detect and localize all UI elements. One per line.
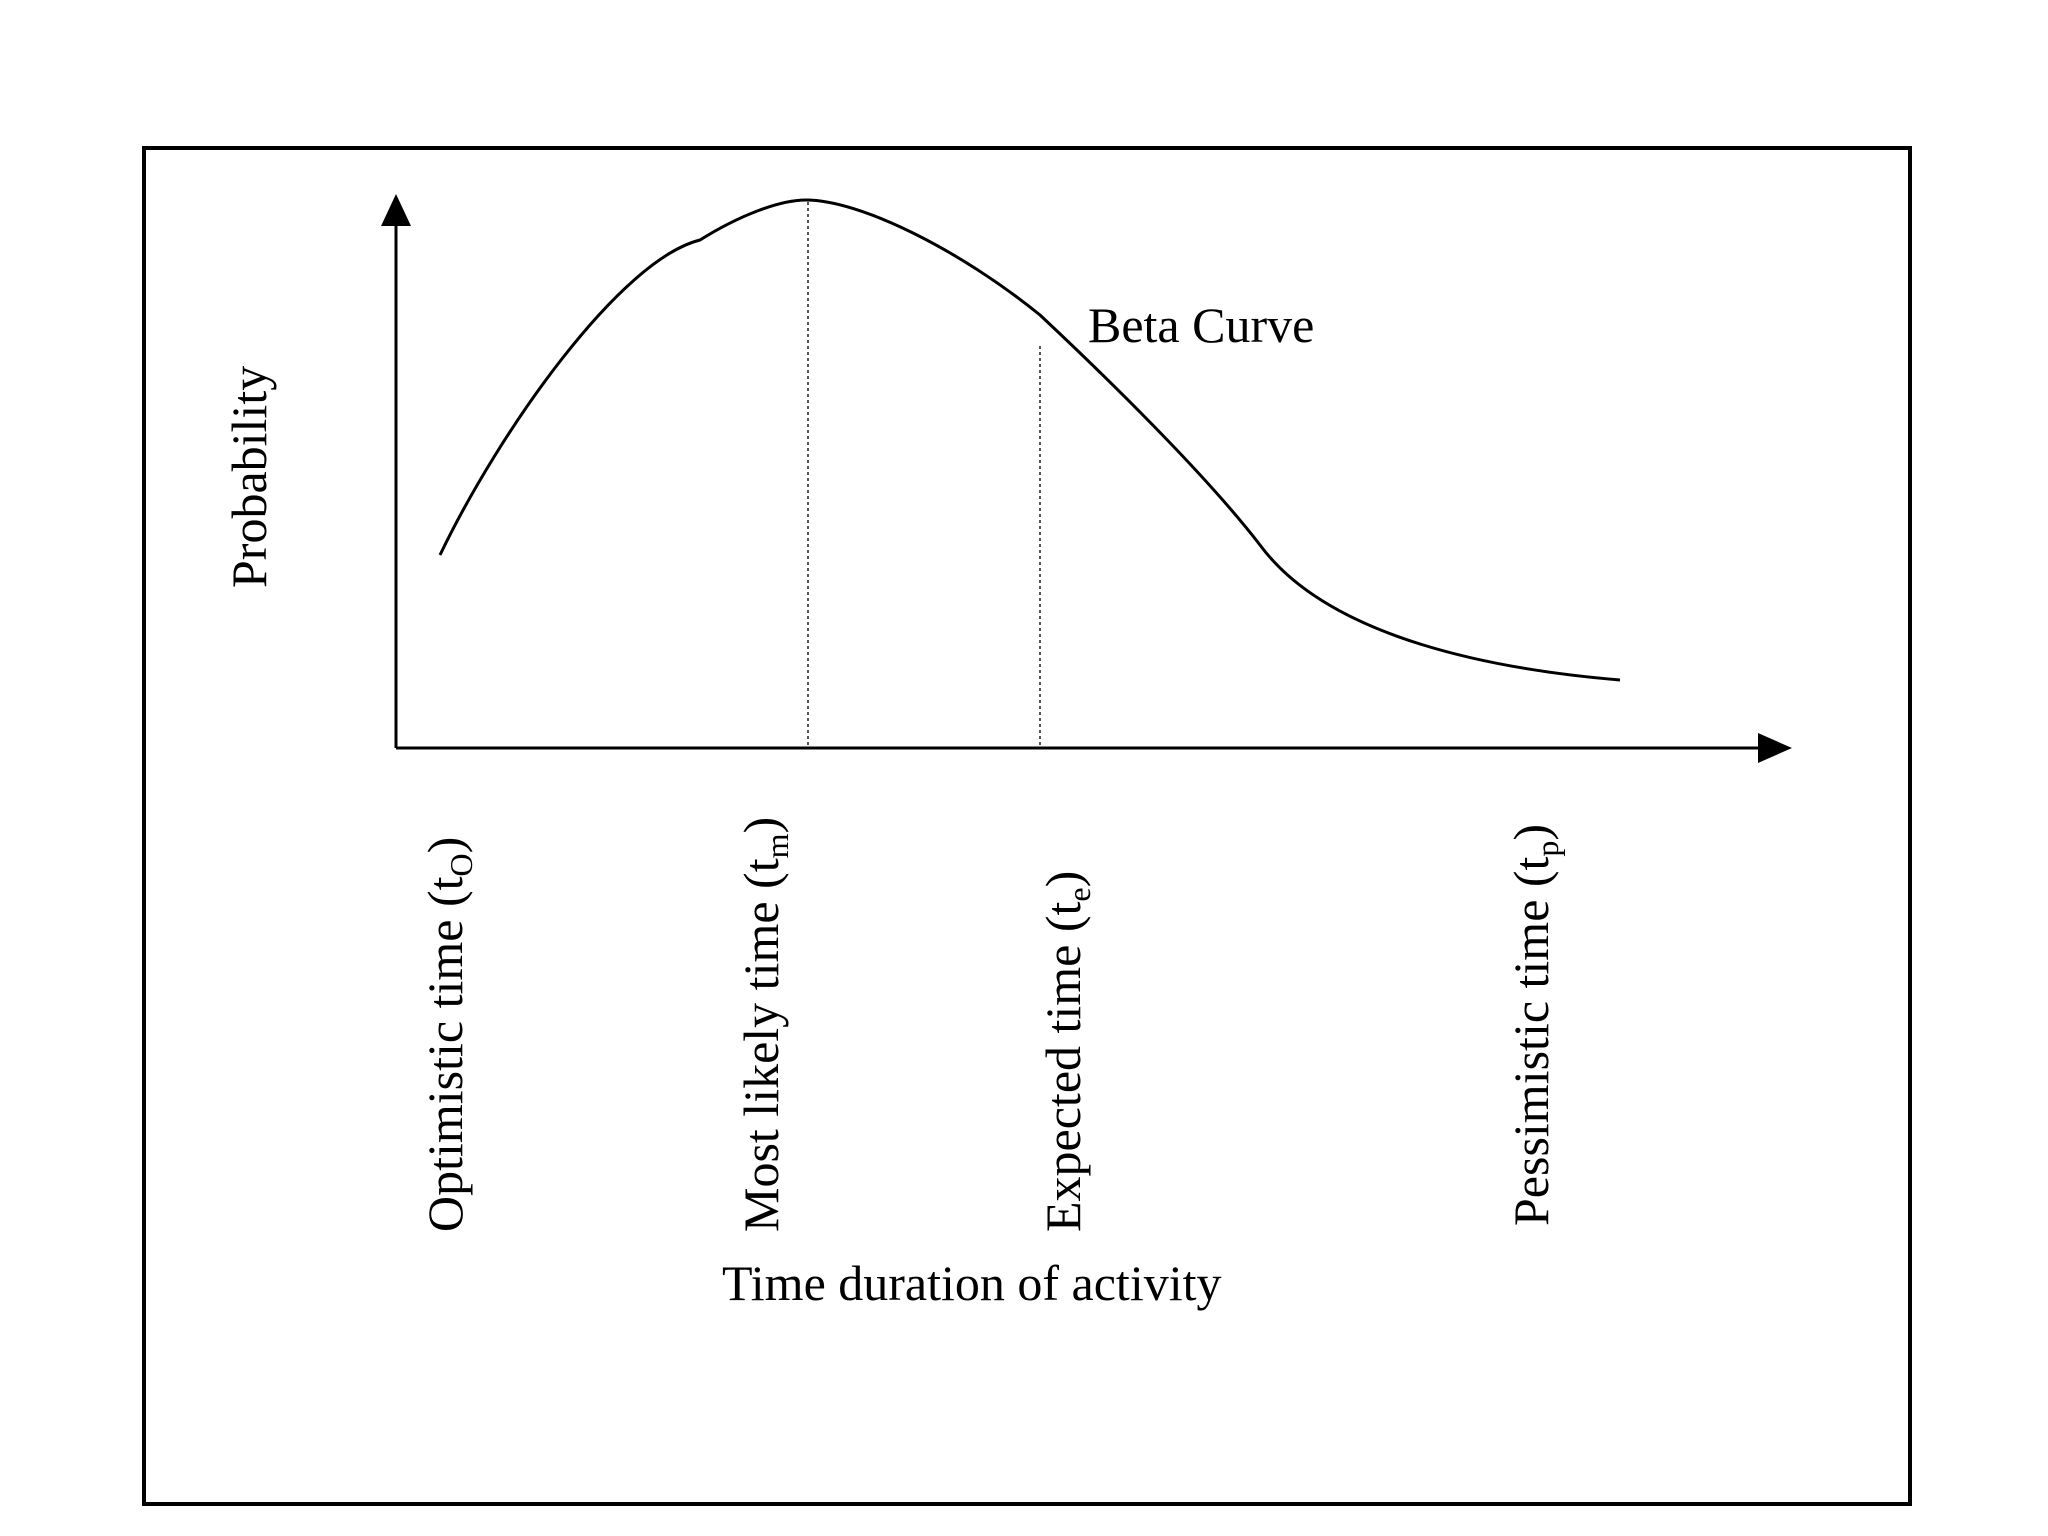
expected-time-label: Expected time (te) — [1035, 871, 1097, 1232]
most-likely-time-label: Most likely time (tm) — [733, 817, 795, 1232]
optimistic-time-label: Optimistic time (tO) — [417, 837, 479, 1232]
x-axis-arrowhead — [1758, 733, 1792, 763]
y-axis-arrowhead — [381, 194, 411, 226]
pessimistic-time-label: Pessimistic time (tp) — [1503, 824, 1565, 1226]
diagram-frame — [142, 146, 1912, 1506]
y-axis-label: Probability — [221, 366, 277, 588]
x-axis-label: Time duration of activity — [722, 1255, 1222, 1311]
beta-curve — [438, 198, 1621, 682]
curve-label: Beta Curve — [1088, 297, 1314, 353]
